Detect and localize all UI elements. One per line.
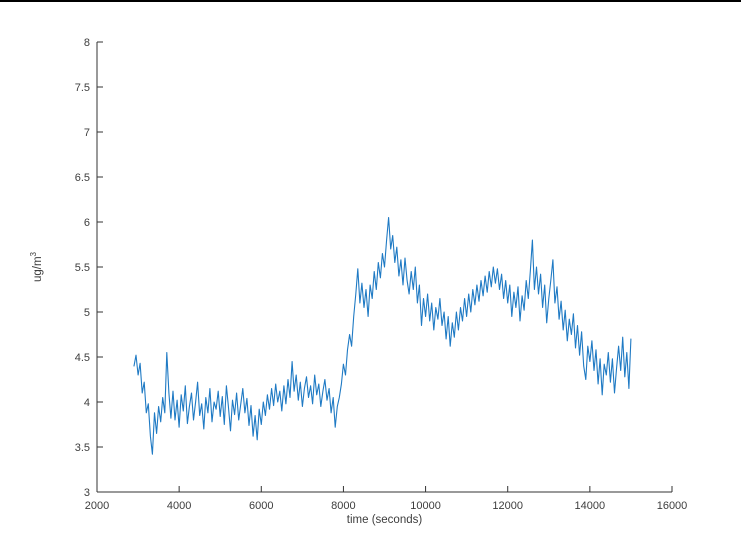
data-series (133, 216, 632, 455)
y-tick-label: 5.5 (75, 262, 90, 274)
y-axis-label-superscript: 3 (29, 251, 38, 256)
x-tick-label: 16000 (657, 500, 688, 512)
y-tick-label: 6.5 (75, 172, 90, 184)
x-tick-label: 12000 (492, 500, 523, 512)
x-axis-label: time (seconds) (347, 514, 423, 526)
y-tick-label: 3.5 (75, 442, 90, 454)
y-tick-label: 4.5 (75, 352, 90, 364)
y-tick-label: 3 (84, 487, 90, 499)
y-tick-label: 6 (84, 217, 90, 229)
x-tick-label: 8000 (331, 500, 355, 512)
x-tick-label: 4000 (167, 500, 191, 512)
x-tick-label: 10000 (410, 500, 441, 512)
y-axis-label-base: ug/m (32, 256, 44, 282)
y-tick-label: 7.5 (75, 82, 90, 94)
y-tick-label: 8 (84, 37, 90, 49)
y-tick-label: 7 (84, 127, 90, 139)
axes: 3 3.5 4 4.5 5 5.5 6 6.5 7 7.5 8 2000 4000 6000 8000 100… (75, 37, 688, 512)
series-line-concentration (133, 216, 632, 455)
y-tick-label: 4 (84, 397, 90, 409)
x-tick-label: 6000 (249, 500, 273, 512)
y-tick-label: 5 (84, 307, 90, 319)
y-axis-label: ug/m3 (29, 251, 44, 282)
x-tick-label: 14000 (575, 500, 606, 512)
top-border-line (0, 0, 741, 2)
x-tick-label: 2000 (85, 500, 109, 512)
